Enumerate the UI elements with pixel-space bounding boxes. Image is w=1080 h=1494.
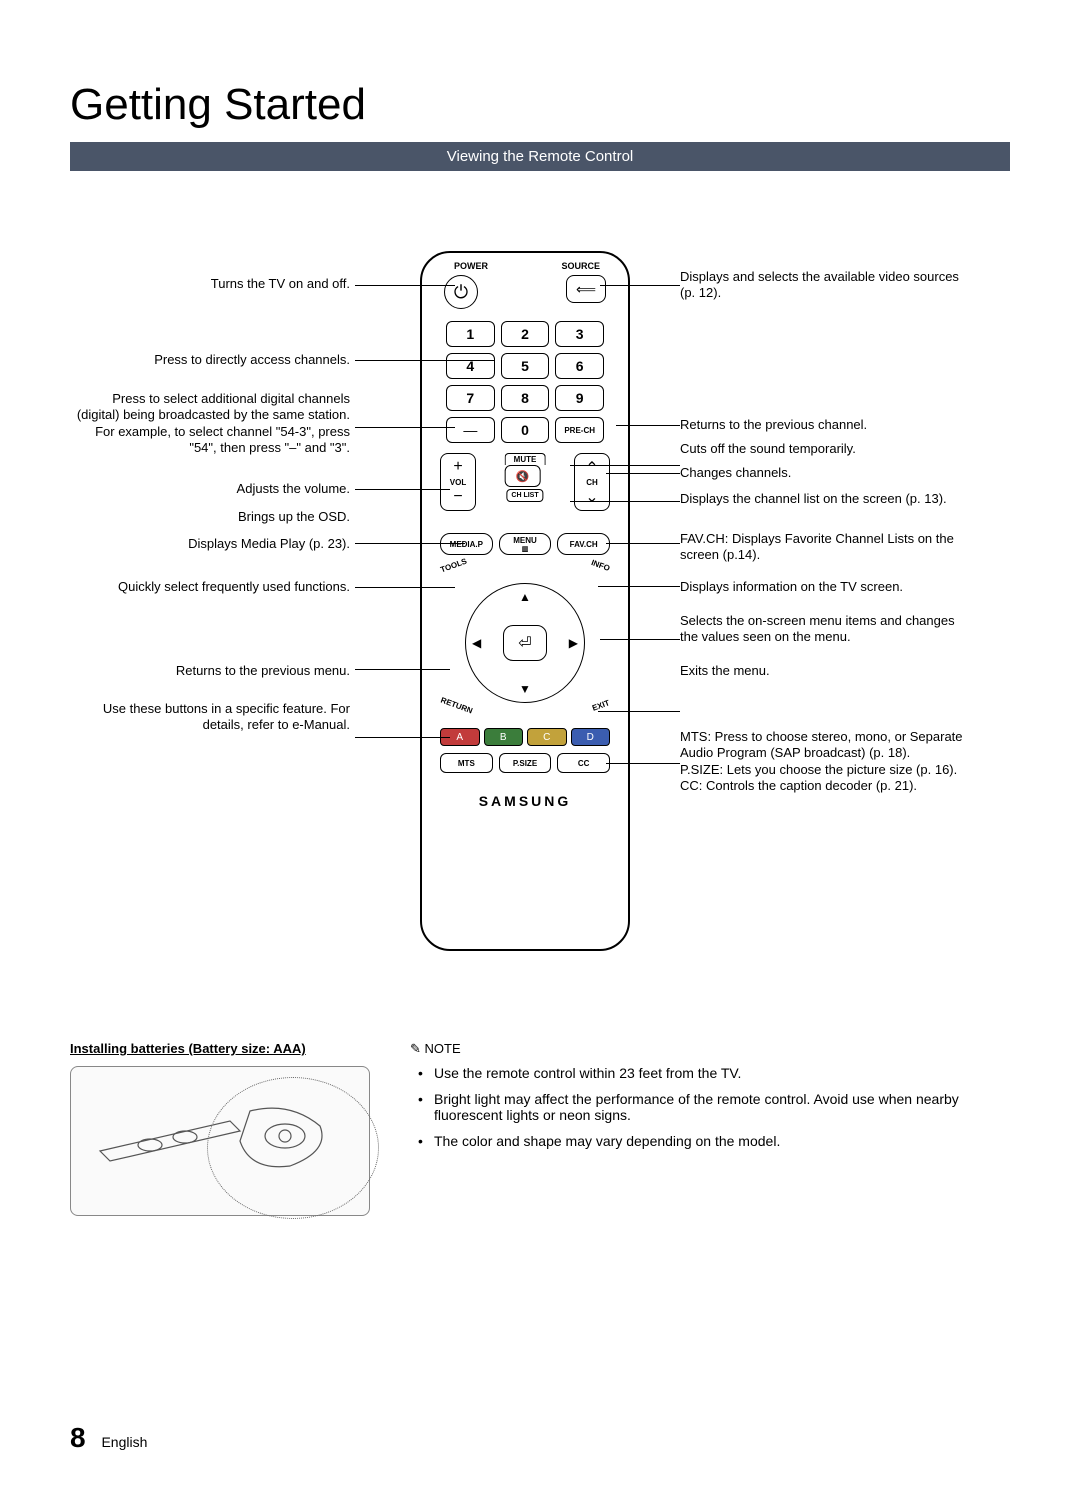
annotation-right: Changes channels. xyxy=(680,465,970,481)
numpad-8: 8 xyxy=(501,385,550,411)
source-label: SOURCE xyxy=(561,261,600,271)
numpad-3: 3 xyxy=(555,321,604,347)
numpad-9: 9 xyxy=(555,385,604,411)
note-item: The color and shape may vary depending o… xyxy=(434,1133,1010,1149)
numpad-6: 6 xyxy=(555,353,604,379)
dpad: ▲ ▼ ◀ ▶ ⏎ xyxy=(465,583,585,703)
lead-line xyxy=(606,543,680,544)
annotation-right: Cuts off the sound temporarily. xyxy=(680,441,970,457)
note-block: ✎ NOTE Use the remote control within 23 … xyxy=(410,1041,1010,1216)
lead-line xyxy=(598,711,680,712)
annotation-left: Quickly select frequently used functions… xyxy=(70,579,350,595)
note-item: Bright light may affect the performance … xyxy=(434,1091,1010,1123)
source-button: ⟸ xyxy=(566,275,606,303)
footer: 8 English xyxy=(70,1422,147,1454)
numpad-0: 0 xyxy=(501,417,550,443)
annotation-right: Displays information on the TV screen. xyxy=(680,579,970,595)
mute-button: 🔇 xyxy=(505,465,541,487)
lead-line xyxy=(600,285,680,286)
annotation-right: Exits the menu. xyxy=(680,663,970,679)
chlist-button: CH LIST xyxy=(506,489,543,502)
tools-label: TOOLS xyxy=(439,557,468,575)
remote-diagram: POWER SOURCE ⏻ ⟸ 1 2 3 4 5 6 7 8 9 0 PRE… xyxy=(70,251,1010,971)
annotation-left: Brings up the OSD. xyxy=(70,509,350,525)
numpad-2: 2 xyxy=(501,321,550,347)
lead-line xyxy=(598,586,680,587)
remote-outline: POWER SOURCE ⏻ ⟸ 1 2 3 4 5 6 7 8 9 0 PRE… xyxy=(420,251,630,951)
power-label: POWER xyxy=(454,261,488,271)
numpad-5: 5 xyxy=(501,353,550,379)
lead-line xyxy=(355,737,450,738)
cc-button: CC xyxy=(557,753,610,773)
annotation-right: Returns to the previous channel. xyxy=(680,417,970,433)
lead-line xyxy=(570,465,680,466)
lead-line xyxy=(600,639,680,640)
battery-title: Installing batteries (Battery size: AAA) xyxy=(70,1041,370,1056)
annotation-left: Turns the TV on and off. xyxy=(70,276,350,292)
dpad-up-icon: ▲ xyxy=(519,590,531,604)
info-label: INFO xyxy=(590,558,611,573)
ch-rocker: ⌃CH⌄ xyxy=(574,453,610,511)
mute-label: MUTE xyxy=(505,453,546,465)
section-bar: Viewing the Remote Control xyxy=(70,142,1010,171)
vol-rocker: +VOL− xyxy=(440,453,476,511)
lead-line xyxy=(355,360,495,361)
abcd-row: A B C D xyxy=(440,728,610,746)
vol-ch-area: +VOL− MUTE 🔇 CH LIST ⌃CH⌄ xyxy=(440,453,610,511)
lead-line xyxy=(606,763,680,764)
annotation-left: Press to directly access channels. xyxy=(70,352,350,368)
lead-line xyxy=(355,285,455,286)
dpad-left-icon: ◀ xyxy=(472,636,481,650)
mts-button: MTS xyxy=(440,753,493,773)
annotation-left: Use these buttons in a specific feature.… xyxy=(70,701,350,734)
annotation-left: Displays Media Play (p. 23). xyxy=(70,536,350,552)
annotation-right: Selects the on-screen menu items and cha… xyxy=(680,613,970,646)
menu-button: MENU▥ xyxy=(499,533,552,555)
page-number: 8 xyxy=(70,1422,86,1453)
lead-line xyxy=(355,543,465,544)
power-button: ⏻ xyxy=(444,275,478,309)
lead-line xyxy=(355,427,455,428)
psize-button: P.SIZE xyxy=(499,753,552,773)
annotation-left: Adjusts the volume. xyxy=(70,481,350,497)
annotation-right: FAV.CH: Displays Favorite Channel Lists … xyxy=(680,531,970,564)
prech-button: PRE-CH xyxy=(555,417,604,443)
annotation-left: Returns to the previous menu. xyxy=(70,663,350,679)
battery-section: Installing batteries (Battery size: AAA)… xyxy=(70,1041,1010,1216)
note-label: ✎ NOTE xyxy=(410,1041,1010,1057)
annotation-right: Displays and selects the available video… xyxy=(680,269,970,302)
brand-label: SAMSUNG xyxy=(422,793,628,809)
bottom-row: MTS P.SIZE CC xyxy=(440,753,610,773)
page-title: Getting Started xyxy=(70,80,1010,130)
lead-line xyxy=(355,669,450,670)
lead-line xyxy=(355,489,450,490)
page-language: English xyxy=(101,1434,147,1450)
lead-line xyxy=(606,473,680,474)
lead-line xyxy=(616,425,680,426)
dpad-down-icon: ▼ xyxy=(519,682,531,696)
annotation-right: Displays the channel list on the screen … xyxy=(680,491,970,507)
dpad-enter-icon: ⏎ xyxy=(503,625,547,661)
c-button: C xyxy=(527,728,567,746)
numpad-4: 4 xyxy=(446,353,495,379)
numpad-dash xyxy=(446,417,495,443)
note-item: Use the remote control within 23 feet fr… xyxy=(434,1065,1010,1081)
numpad: 1 2 3 4 5 6 7 8 9 0 PRE-CH xyxy=(446,321,604,443)
numpad-1: 1 xyxy=(446,321,495,347)
favch-button: FAV.CH xyxy=(557,533,610,555)
mediap-button: MEDIA.P xyxy=(440,533,493,555)
dpad-right-icon: ▶ xyxy=(569,636,578,650)
annotation-left: Press to select additional digital chann… xyxy=(70,391,350,456)
lead-line xyxy=(570,501,680,502)
lead-line xyxy=(355,587,455,588)
battery-illustration xyxy=(70,1066,370,1216)
annotation-right: MTS: Press to choose stereo, mono, or Se… xyxy=(680,729,970,794)
b-button: B xyxy=(484,728,524,746)
d-button: D xyxy=(571,728,611,746)
mid-row: MEDIA.P MENU▥ FAV.CH xyxy=(440,533,610,555)
return-label: RETURN xyxy=(439,696,473,716)
numpad-7: 7 xyxy=(446,385,495,411)
